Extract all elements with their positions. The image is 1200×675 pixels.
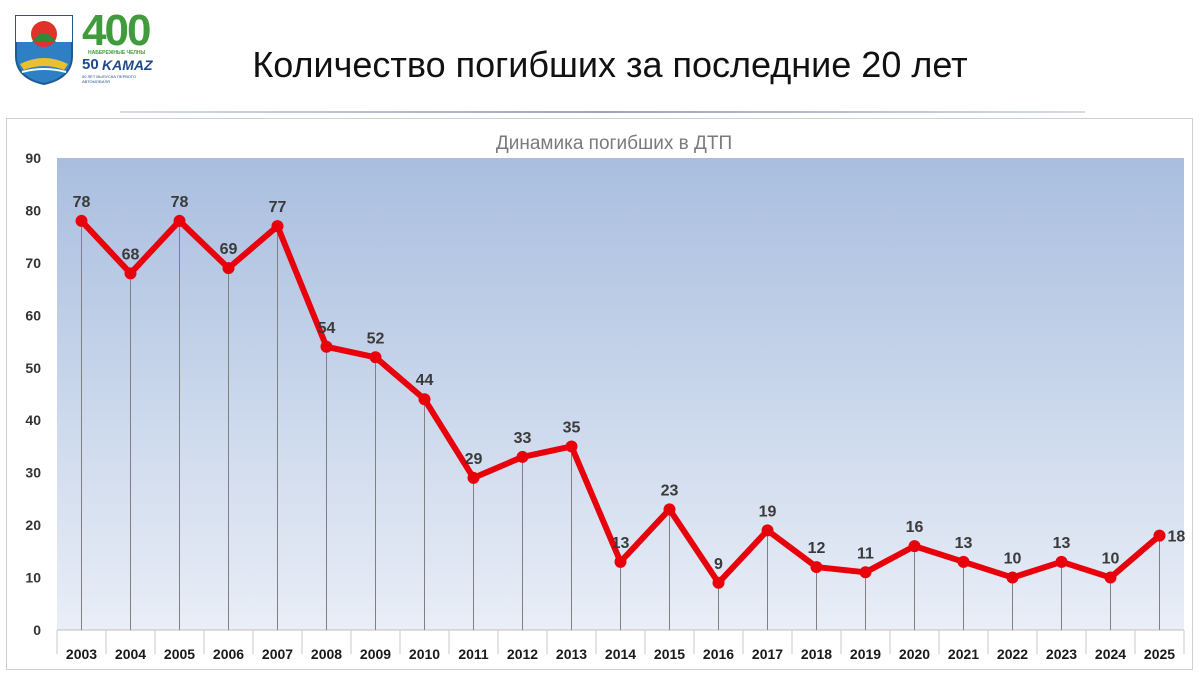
data-label: 77 bbox=[269, 199, 287, 216]
y-tick-label: 90 bbox=[25, 150, 41, 166]
x-tick-label: 2011 bbox=[458, 646, 489, 662]
data-point bbox=[761, 524, 774, 537]
logo-50-text: 50 bbox=[82, 56, 99, 73]
y-tick-label: 50 bbox=[25, 360, 41, 376]
data-point bbox=[957, 555, 970, 568]
x-tick-label: 2012 bbox=[507, 646, 538, 662]
data-label: 19 bbox=[759, 503, 777, 520]
y-tick-label: 60 bbox=[25, 307, 41, 323]
x-tick-label: 2021 bbox=[948, 646, 979, 662]
data-label: 11 bbox=[857, 545, 874, 562]
data-point bbox=[810, 561, 823, 574]
data-label: 78 bbox=[171, 194, 189, 211]
y-tick-label: 0 bbox=[33, 622, 41, 638]
jubilee-logo: 400 НАБЕРЕЖНЫЕ ЧЕЛНЫ 50 KAMAZ 50 ЛЕТ ВЫП… bbox=[82, 6, 162, 84]
x-tick-label: 2007 bbox=[262, 646, 293, 662]
y-tick-label: 80 bbox=[25, 202, 41, 218]
data-label: 10 bbox=[1102, 551, 1120, 568]
data-point bbox=[369, 351, 382, 364]
x-tick-label: 2010 bbox=[409, 646, 440, 662]
data-label: 35 bbox=[563, 419, 581, 436]
logo-city-text: НАБЕРЕЖНЫЕ ЧЕЛНЫ bbox=[88, 50, 146, 56]
x-tick-label: 2016 bbox=[703, 646, 734, 662]
data-label: 13 bbox=[955, 535, 973, 552]
data-label: 29 bbox=[465, 451, 483, 468]
x-tick-label: 2024 bbox=[1095, 646, 1126, 662]
x-tick-label: 2023 bbox=[1046, 646, 1077, 662]
data-label: 12 bbox=[808, 540, 826, 557]
data-label: 52 bbox=[367, 330, 385, 347]
x-tick-label: 2020 bbox=[899, 646, 930, 662]
logo-tagline-text: 50 ЛЕТ ВЫПУСКА ПЕРВОГО АВТОМОБИЛЯ bbox=[82, 74, 136, 84]
data-point bbox=[173, 214, 186, 227]
x-tick-label: 2025 bbox=[1144, 646, 1175, 662]
x-tick-label: 2006 bbox=[213, 646, 244, 662]
line-chart: Динамика погибших в ДТП 0 10 20 30 40 50 60 70 8… bbox=[25, 133, 1186, 662]
y-tick-label: 30 bbox=[25, 465, 41, 481]
data-point bbox=[1055, 555, 1068, 568]
y-tick-label: 20 bbox=[25, 517, 41, 533]
data-point bbox=[1104, 571, 1117, 584]
y-tick-label: 10 bbox=[25, 570, 41, 586]
data-point bbox=[271, 220, 284, 233]
x-tick-label: 2013 bbox=[556, 646, 587, 662]
x-tick-label: 2018 bbox=[801, 646, 832, 662]
x-tick-label: 2005 bbox=[164, 646, 195, 662]
x-tick-label: 2017 bbox=[752, 646, 783, 662]
chart-title: Динамика погибших в ДТП bbox=[496, 133, 732, 154]
x-tick-label: 2003 bbox=[66, 646, 97, 662]
data-point bbox=[124, 267, 137, 280]
drop-lines bbox=[81, 220, 1160, 630]
x-tick-label: 2022 bbox=[997, 646, 1028, 662]
x-tick-label: 2008 bbox=[311, 646, 342, 662]
x-tick-label: 2004 bbox=[115, 646, 146, 662]
data-point bbox=[565, 440, 578, 453]
plot-area bbox=[57, 158, 1184, 630]
data-point bbox=[1006, 571, 1019, 584]
y-tick-label: 70 bbox=[25, 255, 41, 271]
logo-kamaz-text: KAMAZ bbox=[102, 57, 153, 73]
data-label: 18 bbox=[1168, 529, 1186, 546]
header: 400 НАБЕРЕЖНЫЕ ЧЕЛНЫ 50 KAMAZ 50 ЛЕТ ВЫП… bbox=[0, 0, 1200, 115]
data-label: 10 bbox=[1004, 551, 1022, 568]
data-point bbox=[663, 503, 676, 516]
data-label: 13 bbox=[612, 535, 630, 552]
data-labels: 78 68 78 69 77 54 52 44 29 33 35 13 23 9 19 12 11 16 13 10 1… bbox=[73, 194, 1186, 573]
y-tick-label: 40 bbox=[25, 412, 41, 428]
x-tick-label: 2009 bbox=[360, 646, 391, 662]
x-tick-label: 2019 bbox=[850, 646, 881, 662]
city-coat-of-arms-logo bbox=[15, 15, 73, 86]
y-axis: 0 10 20 30 40 50 60 70 80 90 bbox=[25, 150, 41, 638]
series-line-group bbox=[75, 214, 1166, 589]
x-tick-label: 2015 bbox=[654, 646, 685, 662]
data-label: 13 bbox=[1053, 535, 1071, 552]
x-tick-label: 2014 bbox=[605, 646, 636, 662]
data-point bbox=[859, 566, 872, 579]
data-label: 44 bbox=[416, 372, 434, 389]
data-label: 33 bbox=[514, 430, 532, 447]
data-point bbox=[418, 393, 431, 406]
x-axis: 2003 2004 2005 2006 2007 2008 2009 2010 2011 2012… bbox=[56, 629, 1185, 662]
data-label: 68 bbox=[122, 246, 140, 263]
data-label: 69 bbox=[220, 241, 238, 258]
data-point bbox=[712, 576, 725, 589]
data-point bbox=[75, 214, 88, 227]
data-label: 54 bbox=[318, 320, 336, 337]
data-point bbox=[614, 555, 627, 568]
data-label: 78 bbox=[73, 194, 91, 211]
data-point bbox=[467, 471, 480, 484]
data-label: 23 bbox=[661, 482, 679, 499]
page-title: Количество погибших за последние 20 лет bbox=[252, 44, 968, 85]
chart-frame: Динамика погибших в ДТП 0 10 20 30 40 50 60 70 8… bbox=[6, 118, 1193, 670]
data-point bbox=[1153, 529, 1166, 542]
data-point bbox=[908, 540, 921, 553]
data-point bbox=[320, 340, 333, 353]
data-label: 9 bbox=[714, 556, 723, 573]
data-label: 16 bbox=[906, 519, 924, 536]
logo-400-text: 400 bbox=[82, 6, 151, 55]
data-point bbox=[222, 262, 235, 275]
title-divider bbox=[120, 111, 1085, 113]
data-point bbox=[516, 450, 529, 463]
